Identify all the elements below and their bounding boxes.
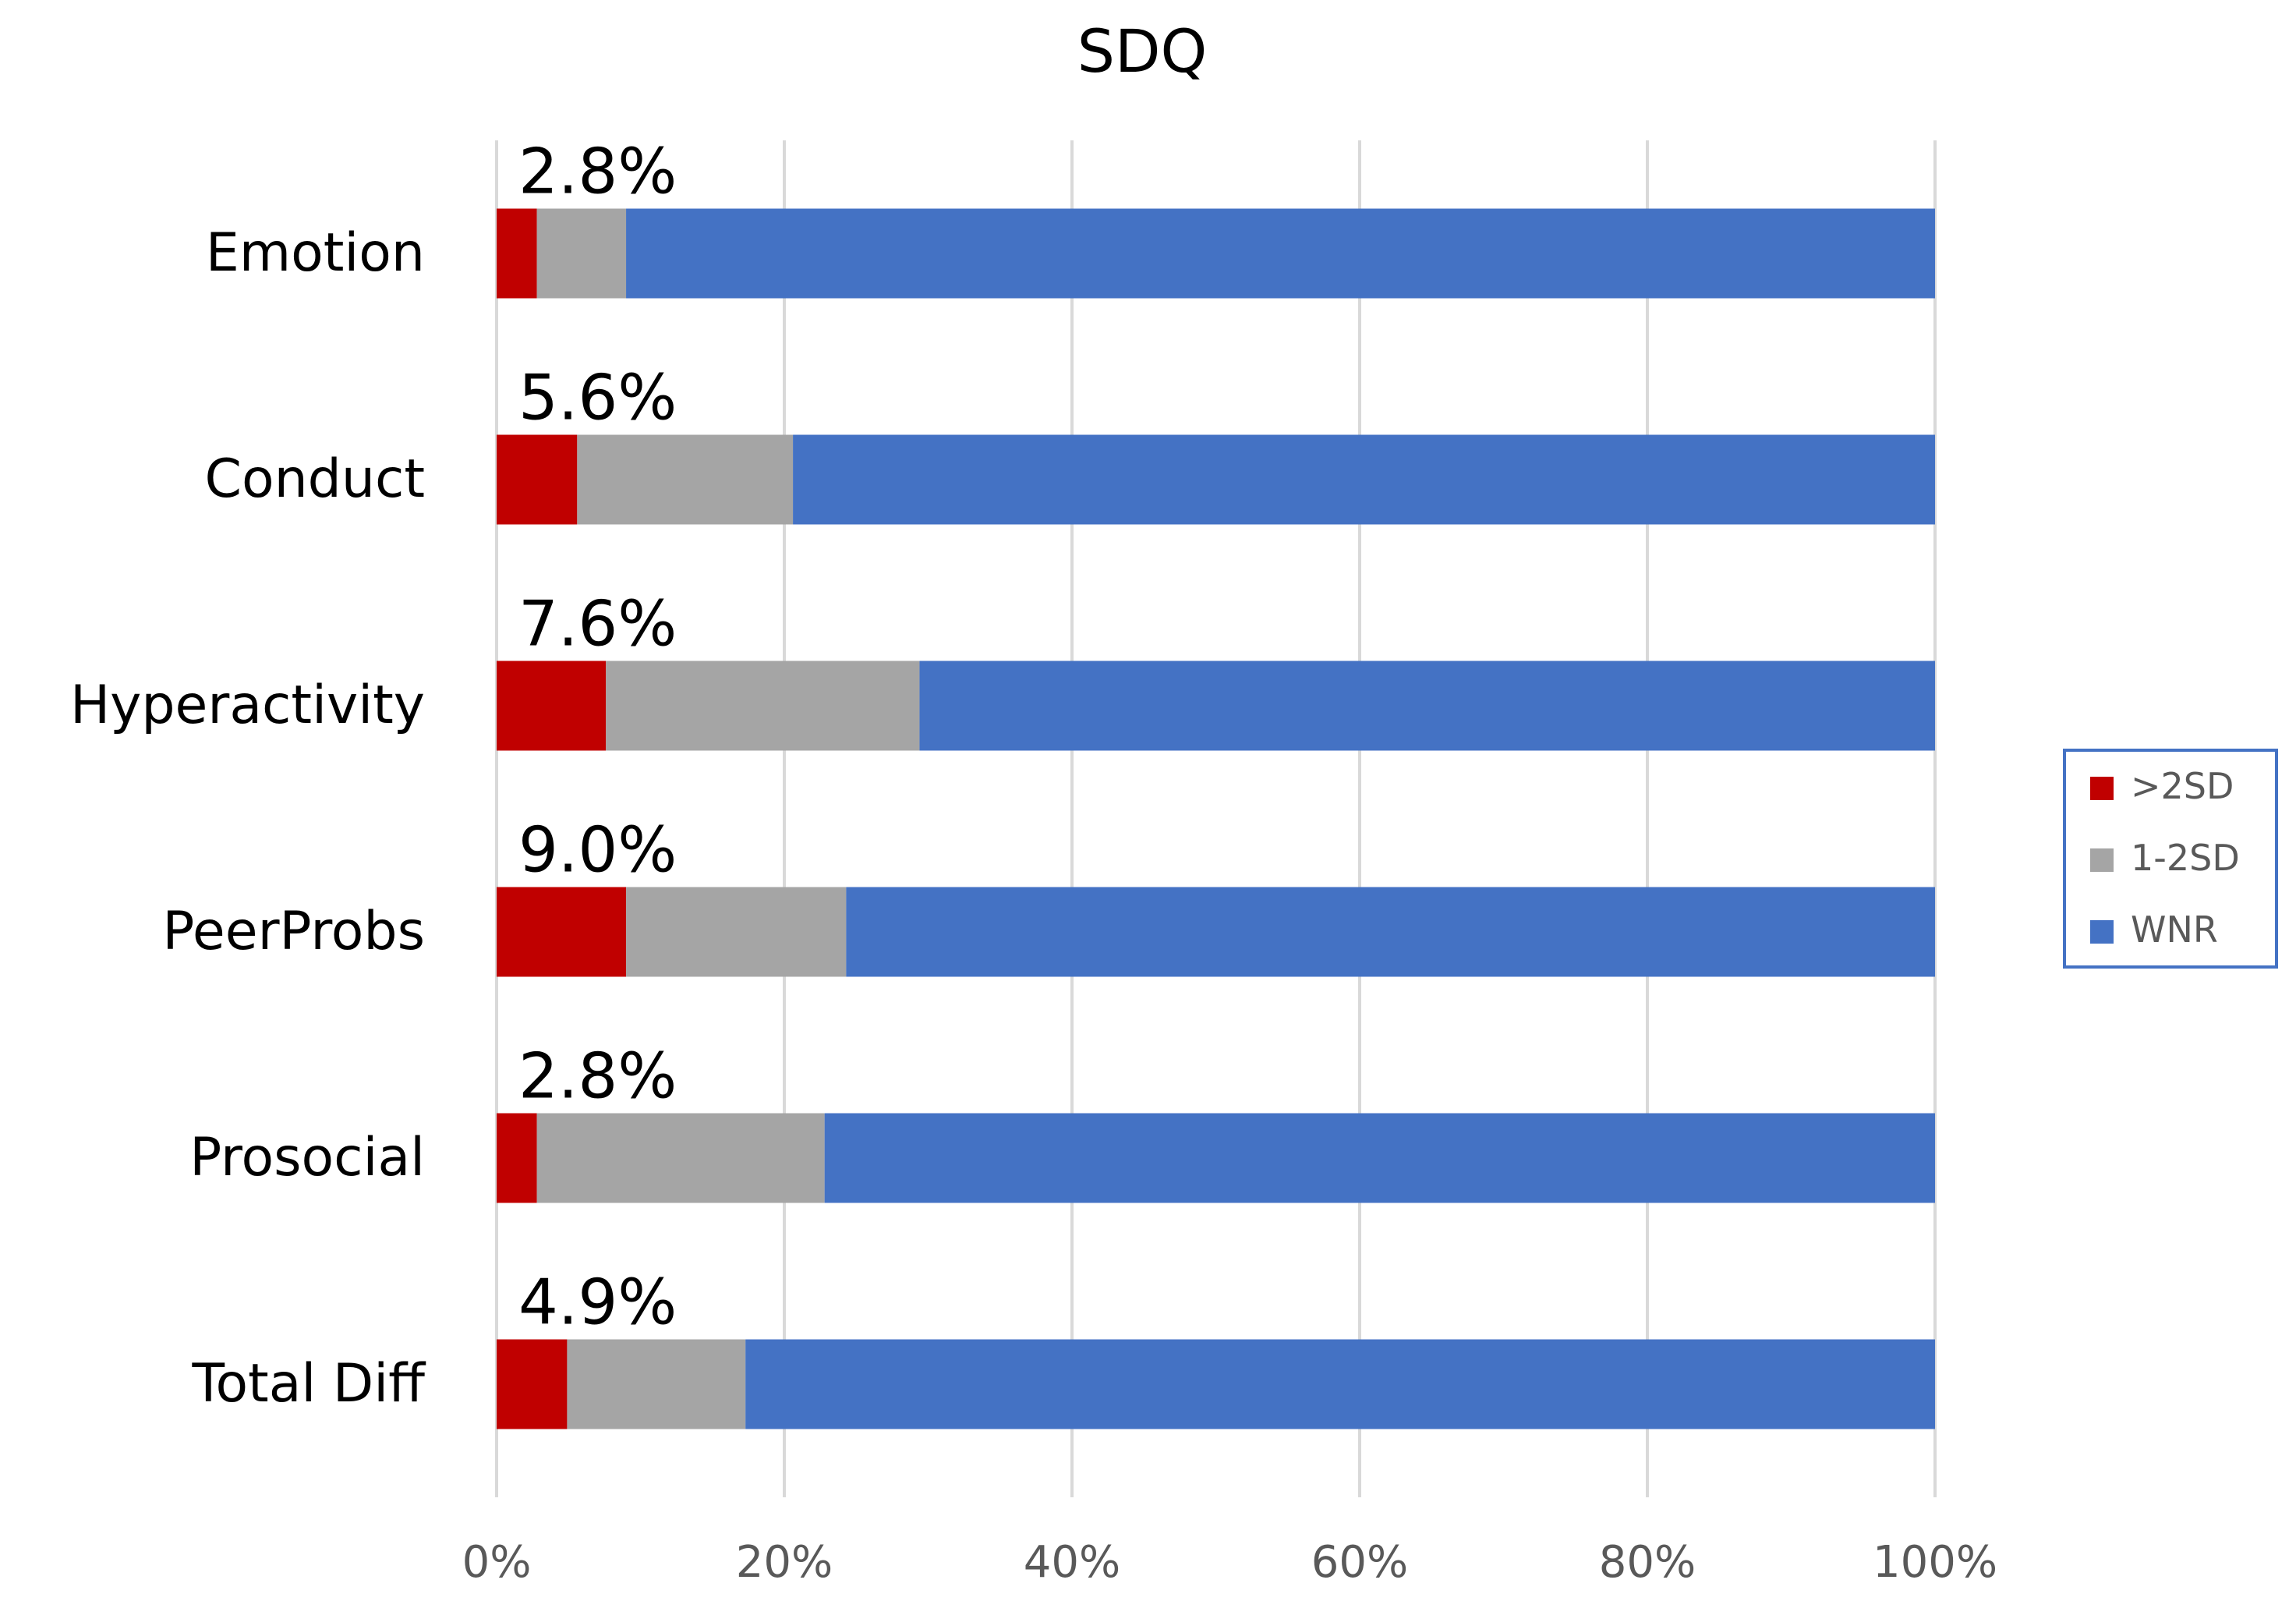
bar-segment	[606, 661, 920, 751]
data-label: 2.8%	[518, 1040, 677, 1113]
bar-segment	[497, 887, 627, 977]
bar-segment	[626, 887, 847, 977]
bar-segment	[626, 208, 1935, 299]
bar-segment	[824, 1113, 1935, 1203]
category-label: Conduct	[205, 448, 426, 510]
category-label: Emotion	[206, 222, 425, 284]
chart-title: SDQ	[1077, 16, 1208, 86]
bar-segment	[919, 661, 1935, 751]
category-label: Hyperactivity	[70, 675, 425, 736]
legend-label: WNR	[2131, 909, 2218, 951]
bar-segment	[793, 434, 1935, 525]
bar-segment	[536, 208, 627, 299]
legend-label: >2SD	[2131, 765, 2234, 807]
bar-segment	[745, 1339, 1935, 1429]
bar-segment	[497, 1113, 537, 1203]
x-tick-label: 40%	[1024, 1537, 1120, 1588]
data-label: 4.9%	[518, 1266, 677, 1339]
legend-label: 1-2SD	[2131, 837, 2240, 879]
bar-segment	[567, 1339, 746, 1429]
bar-segment	[536, 1113, 825, 1203]
category-label: PeerProbs	[162, 901, 425, 962]
x-tick-label: 60%	[1311, 1537, 1408, 1588]
bar-segment	[497, 434, 578, 525]
data-label: 9.0%	[518, 814, 677, 887]
x-tick-label: 0%	[462, 1537, 532, 1588]
labels: 0% 20% 40% 60% 80% 100% Emotion 2.8% Conduct 5.6%…	[70, 136, 1997, 1589]
bar-segment	[497, 661, 607, 751]
data-label: 2.8%	[518, 136, 677, 208]
legend: >2SD 1-2SD WNR	[2063, 749, 2278, 969]
x-tick-label: 80%	[1599, 1537, 1696, 1588]
bar-segment	[846, 887, 1935, 977]
category-label: Total Diff	[191, 1353, 426, 1415]
legend-swatch	[2090, 920, 2114, 944]
bar-segment	[497, 208, 537, 299]
data-label: 5.6%	[518, 362, 677, 434]
category-label: Prosocial	[189, 1127, 425, 1188]
gridlines	[495, 140, 1937, 1497]
bar-segment	[577, 434, 794, 525]
x-tick-label: 20%	[736, 1537, 833, 1588]
x-tick-label: 100%	[1873, 1537, 1997, 1588]
bars	[497, 208, 1935, 1429]
data-label: 7.6%	[518, 588, 677, 661]
legend-swatch	[2090, 777, 2114, 800]
legend-swatch	[2090, 848, 2114, 872]
bar-segment	[497, 1339, 568, 1429]
